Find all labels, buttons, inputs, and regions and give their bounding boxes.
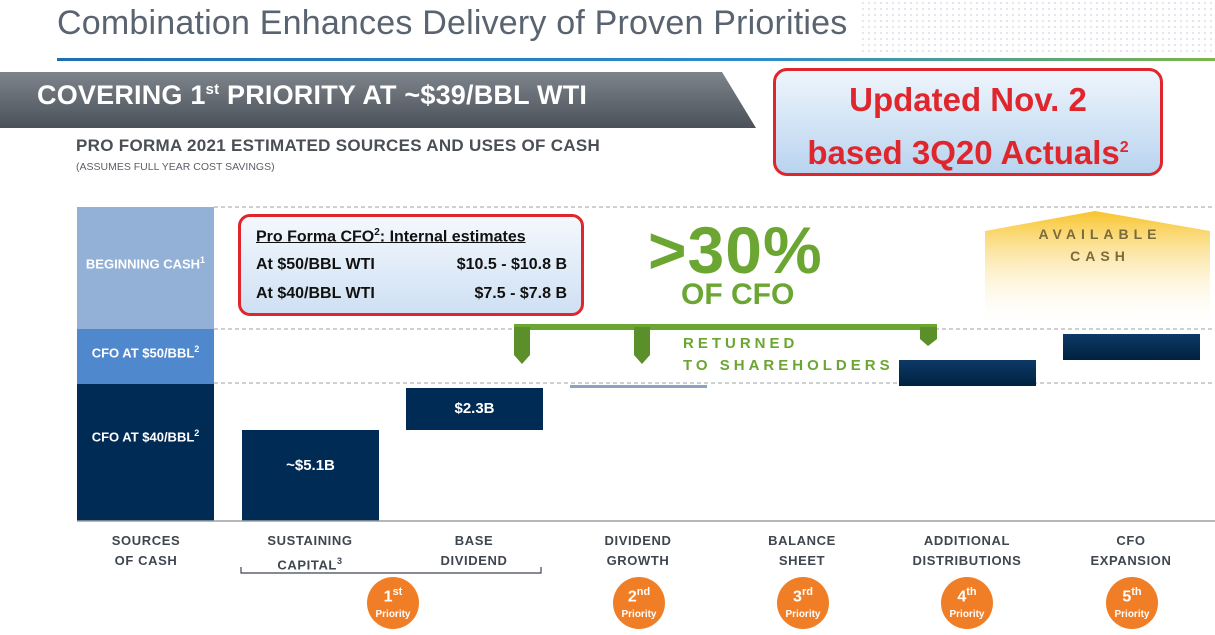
bar-cfo-40 <box>77 384 214 521</box>
bar-beginning-cash <box>77 207 214 329</box>
category-additional-distributions: ADDITIONAL DISTRIBUTIONS <box>912 533 1022 568</box>
green-pointer-2 <box>634 327 650 364</box>
title-underline <box>57 58 1215 61</box>
label-beginning-cash: BEGINNING CASH1 <box>85 255 206 272</box>
bar-additional-distributions <box>899 360 1036 386</box>
banner-shape <box>0 72 756 128</box>
bar-base-dividend <box>406 388 543 430</box>
bar-dividend-growth <box>570 385 707 388</box>
category-sources-of-cash: SOURCES OF CASH <box>111 533 181 568</box>
cfo-box-header: Pro Forma CFO2: Internal estimates <box>256 227 526 246</box>
bar-sustaining-capital <box>242 430 379 521</box>
chart-subnote: (ASSUMES FULL YEAR COST SAVINGS) <box>76 161 275 173</box>
banner-title: COVERING 1st PRIORITY AT ~$39/BBL WTI <box>37 80 588 110</box>
priority-badge-4: 4th Priority <box>941 577 993 629</box>
bar-cfo-50 <box>77 329 214 384</box>
label-cfo-50: CFO AT $50/BBL2 <box>91 344 200 361</box>
cfo-row-50: At $50/BBL WTI $10.5 - $10.8 B <box>256 256 567 273</box>
category-balance-sheet: BALANCE SHEET <box>768 533 836 568</box>
category-dividend-growth: DIVIDEND GROWTH <box>604 533 672 568</box>
returned-label: RETURNED TO SHAREHOLDERS <box>683 335 894 374</box>
cfo-row-40: At $40/BBL WTI $7.5 - $7.8 B <box>256 285 567 302</box>
green-pointer-1 <box>514 327 530 364</box>
label-base-dividend-value: $2.3B <box>454 400 495 417</box>
header-dot-pattern <box>860 0 1215 56</box>
green-pointer-3 <box>920 327 937 346</box>
chart-subtitle: PRO FORMA 2021 ESTIMATED SOURCES AND USE… <box>76 136 601 155</box>
priority-badge-5: 5th Priority <box>1106 577 1158 629</box>
update-line-1: Updated Nov. 2 <box>849 81 1087 118</box>
percent-callout: >30% <box>648 213 823 287</box>
of-cfo-label: OF CFO <box>681 278 795 311</box>
page-title: Combination Enhances Delivery of Proven … <box>57 4 848 42</box>
update-callout: Updated Nov. 2 based 3Q20 Actuals2 <box>773 68 1163 176</box>
priority-badge-2: 2nd Priority <box>613 577 665 629</box>
priority-badge-3: 3rd Priority <box>777 577 829 629</box>
category-cfo-expansion: CFO EXPANSION <box>1090 533 1172 568</box>
available-cash-shape <box>985 211 1210 330</box>
label-cfo-40: CFO AT $40/BBL2 <box>91 428 200 445</box>
priority-1-bracket <box>240 567 542 574</box>
available-cash-label: AVAILABLE CASH <box>1038 226 1162 264</box>
label-sustaining-capital-value: ~$5.1B <box>286 457 335 474</box>
category-base-dividend: BASE DIVIDEND <box>440 533 508 568</box>
category-sustaining-capital: SUSTAINING CAPITAL3 <box>267 533 353 573</box>
bar-cfo-expansion <box>1063 334 1200 360</box>
cfo-estimates-box: Pro Forma CFO2: Internal estimates At $5… <box>238 214 584 316</box>
green-bracket-bar <box>514 324 937 330</box>
priority-badge-1: 1st Priority <box>367 577 419 629</box>
update-line-2: based 3Q20 Actuals2 <box>807 134 1129 171</box>
